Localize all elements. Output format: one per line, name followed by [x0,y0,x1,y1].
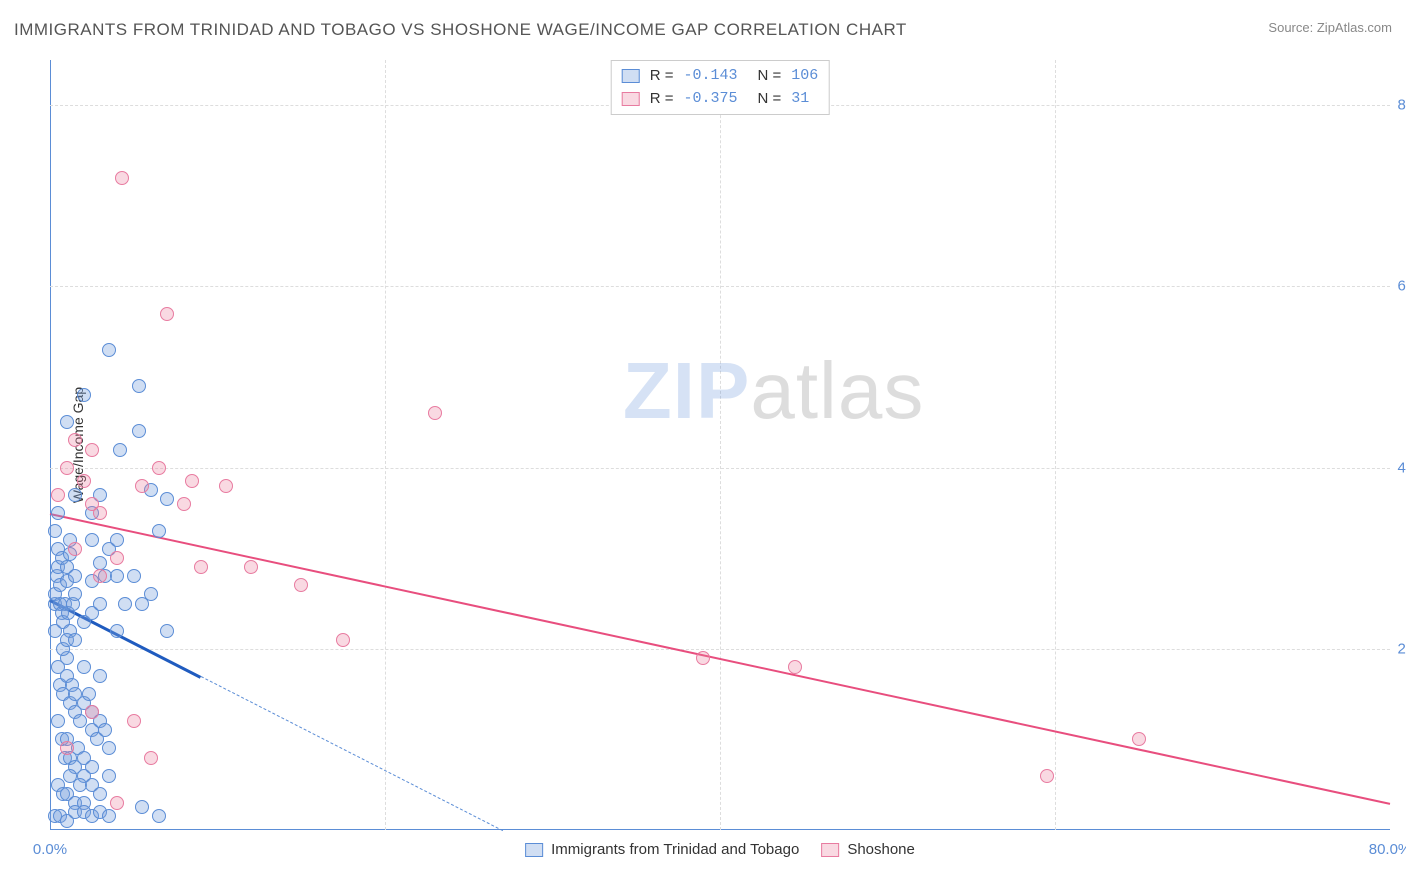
data-point-series-1 [110,569,124,583]
data-point-series-2 [77,474,91,488]
plot-canvas: 20.0%40.0%60.0%80.0%0.0%80.0% [50,60,1390,830]
data-point-series-1 [77,388,91,402]
data-point-series-2 [788,660,802,674]
data-point-series-2 [60,741,74,755]
data-point-series-2 [1040,769,1054,783]
data-point-series-2 [60,461,74,475]
data-point-series-2 [1132,732,1146,746]
data-point-series-2 [135,479,149,493]
data-point-series-1 [51,506,65,520]
data-point-series-2 [696,651,710,665]
ytick-label: 60.0% [1397,278,1406,295]
data-point-series-1 [102,741,116,755]
data-point-series-1 [132,379,146,393]
swatch-series-2 [622,92,640,106]
xtick-label: 0.0% [33,841,67,858]
data-point-series-1 [160,624,174,638]
ytick-label: 20.0% [1397,640,1406,657]
data-point-series-2 [152,461,166,475]
data-point-series-2 [160,307,174,321]
data-point-series-1 [135,800,149,814]
data-point-series-1 [93,597,107,611]
data-point-series-2 [194,560,208,574]
gridline-v [720,60,721,830]
data-point-series-1 [110,533,124,547]
data-point-series-2 [244,560,258,574]
data-point-series-2 [219,479,233,493]
data-point-series-1 [93,669,107,683]
source-label: Source: ZipAtlas.com [1268,20,1392,35]
data-point-series-1 [93,556,107,570]
legend-item-1: Immigrants from Trinidad and Tobago [525,841,799,858]
data-point-series-1 [85,533,99,547]
ytick-label: 80.0% [1397,97,1406,114]
data-point-series-1 [110,624,124,638]
data-point-series-2 [177,497,191,511]
legend-row-series-1: R = -0.143 N = 106 [622,65,819,88]
data-point-series-1 [68,633,82,647]
data-point-series-1 [152,809,166,823]
chart-header: IMMIGRANTS FROM TRINIDAD AND TOBAGO VS S… [14,20,1392,40]
data-point-series-2 [428,406,442,420]
legend-item-2: Shoshone [821,841,915,858]
data-point-series-1 [102,769,116,783]
data-point-series-2 [336,633,350,647]
data-point-series-2 [110,796,124,810]
data-point-series-1 [48,524,62,538]
chart-title: IMMIGRANTS FROM TRINIDAD AND TOBAGO VS S… [14,20,907,40]
data-point-series-1 [77,660,91,674]
trendline [201,676,503,831]
data-point-series-1 [98,723,112,737]
data-point-series-1 [132,424,146,438]
data-point-series-1 [60,415,74,429]
data-point-series-1 [85,760,99,774]
data-point-series-1 [102,343,116,357]
data-point-series-2 [185,474,199,488]
data-point-series-1 [144,587,158,601]
data-point-series-2 [51,488,65,502]
series-legend: Immigrants from Trinidad and Tobago Shos… [525,841,915,858]
ytick-label: 40.0% [1397,459,1406,476]
data-point-series-2 [85,443,99,457]
legend-row-series-2: R = -0.375 N = 31 [622,88,819,111]
swatch-series-2-b [821,843,839,857]
data-point-series-1 [102,809,116,823]
swatch-series-1-b [525,843,543,857]
data-point-series-2 [68,433,82,447]
data-point-series-1 [68,587,82,601]
data-point-series-2 [68,542,82,556]
data-point-series-2 [294,578,308,592]
data-point-series-2 [127,714,141,728]
data-point-series-1 [51,714,65,728]
data-point-series-1 [93,787,107,801]
data-point-series-1 [113,443,127,457]
correlation-legend: R = -0.143 N = 106 R = -0.375 N = 31 [611,60,830,115]
data-point-series-1 [68,569,82,583]
data-point-series-1 [127,569,141,583]
swatch-series-1 [622,69,640,83]
gridline-v [385,60,386,830]
data-point-series-1 [152,524,166,538]
data-point-series-2 [85,705,99,719]
data-point-series-2 [110,551,124,565]
data-point-series-2 [93,569,107,583]
xtick-label: 80.0% [1369,841,1406,858]
gridline-v [1055,60,1056,830]
data-point-series-1 [160,492,174,506]
data-point-series-2 [93,506,107,520]
chart-area: Wage/Income Gap ZIPatlas R = -0.143 N = … [50,60,1390,830]
data-point-series-1 [82,687,96,701]
data-point-series-2 [115,171,129,185]
data-point-series-1 [68,488,82,502]
data-point-series-1 [118,597,132,611]
data-point-series-2 [144,751,158,765]
